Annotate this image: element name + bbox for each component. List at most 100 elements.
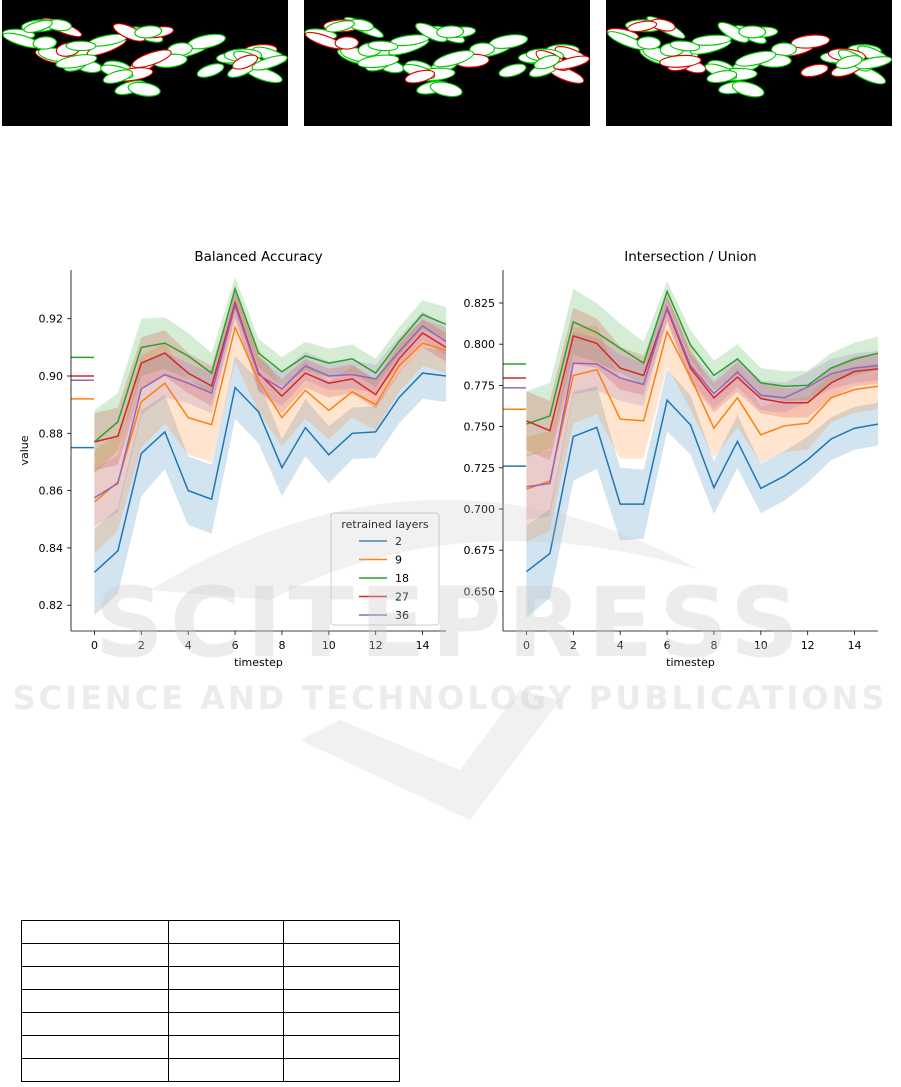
y-tick-label: 0.775 [464, 379, 496, 392]
series-band-27 [94, 288, 447, 471]
segmentation-image-right [606, 0, 892, 126]
series-line-36 [526, 304, 879, 488]
cell-body [470, 43, 494, 56]
x-tick-label: 4 [617, 639, 624, 652]
y-tick-label: 0.750 [464, 421, 496, 434]
cell-body [368, 41, 398, 51]
cell-body [856, 57, 892, 69]
cell [607, 31, 646, 50]
cell [127, 81, 161, 97]
cell-body [736, 51, 776, 66]
segmentation-image-middle [304, 0, 590, 126]
cell [367, 40, 399, 52]
segmentation-cells-right [606, 16, 892, 98]
x-tick-label: 2 [138, 639, 145, 652]
y-tick-label: 0.88 [39, 427, 64, 440]
table-cell [168, 1035, 284, 1059]
legend-label-36: 36 [395, 609, 409, 622]
cell-body [349, 19, 373, 31]
cell-body [801, 64, 828, 77]
table-cell [21, 966, 169, 990]
series-band-18 [94, 277, 447, 474]
cell [650, 18, 676, 32]
table-row [21, 1058, 400, 1082]
chart-2: 0 2 4 6 8 10 12 14 0.650 0.675 0.700 0.725 0.750 0.77… [464, 249, 879, 669]
series-line-27 [526, 306, 879, 432]
cell [404, 69, 436, 84]
cell [251, 55, 288, 71]
cell [854, 56, 892, 70]
table-cell [283, 1035, 400, 1059]
watermark-subtext: SCIENCE AND TECHNOLOGY PUBLICATIONS [12, 679, 888, 717]
cell-body [56, 55, 97, 68]
table-cell [168, 943, 284, 967]
cell-body [135, 26, 161, 38]
line-charts: 0 2 4 6 8 10 12 14 0.82 0.84 0.86 0.88 0.90 0.92 Balan… [18, 249, 879, 669]
series-line-2 [525, 398, 879, 573]
table-cell [168, 989, 284, 1013]
cell [498, 63, 527, 78]
x-tick-label: 0 [523, 639, 530, 652]
cell-body [554, 56, 589, 69]
table-row [21, 1035, 400, 1059]
legend: retrained layers 2 9 18 27 36 [330, 512, 440, 626]
x-tick-label: 2 [570, 639, 577, 652]
cell-body [416, 23, 447, 42]
cell [55, 54, 98, 69]
x-axis-label: timestep [666, 656, 715, 669]
cell [87, 33, 128, 47]
x-tick-label: 12 [369, 639, 383, 652]
cell-body [534, 55, 560, 69]
x-tick-label: 14 [416, 639, 430, 652]
table-cell [21, 1058, 169, 1082]
cell-body [89, 34, 127, 46]
cell [2, 32, 43, 49]
table-cell [283, 920, 400, 944]
x-tick-label: 12 [801, 639, 815, 652]
legend-label-9: 9 [395, 554, 402, 567]
table-cell [168, 966, 284, 990]
cell [738, 25, 767, 39]
series-line-9 [526, 329, 879, 490]
series-line-18 [93, 286, 447, 443]
table-row [21, 989, 400, 1013]
y-tick-label: 0.700 [464, 503, 496, 516]
chart-title: Intersection / Union [624, 249, 756, 265]
series-line-18 [526, 289, 879, 425]
cell [304, 31, 344, 50]
cell-body [739, 26, 766, 38]
series-line-36 [94, 303, 447, 499]
cell [325, 20, 356, 33]
x-tick-label: 0 [91, 639, 98, 652]
cell-body [66, 41, 96, 50]
y-tick-label: 0.825 [464, 297, 496, 310]
cell [734, 50, 777, 67]
cell [669, 40, 701, 52]
cell-body [430, 82, 462, 96]
table-row [21, 943, 400, 967]
x-tick-label: 10 [322, 639, 336, 652]
cell-body [188, 34, 225, 49]
cell [186, 33, 226, 50]
series-band-9 [94, 292, 447, 554]
cell-body [718, 23, 748, 42]
y-tick-label: 0.725 [464, 462, 496, 475]
series-band-9 [526, 297, 878, 542]
cell [553, 55, 590, 70]
table-cell [21, 1012, 169, 1036]
table-row [21, 966, 400, 990]
cell-body [628, 21, 656, 32]
cell [134, 25, 163, 39]
cell-body [335, 37, 358, 49]
series-band-27 [526, 295, 878, 461]
table-cell [283, 1058, 400, 1082]
table-row [21, 1012, 400, 1036]
cell [429, 81, 463, 98]
segmentation-image-left [2, 0, 288, 126]
table-cell [283, 943, 400, 967]
cell [334, 36, 360, 50]
x-axis-label: timestep [234, 656, 283, 669]
results-table-body [21, 920, 400, 1082]
chart-title: Balanced Accuracy [194, 249, 322, 265]
cell-body [692, 35, 731, 45]
